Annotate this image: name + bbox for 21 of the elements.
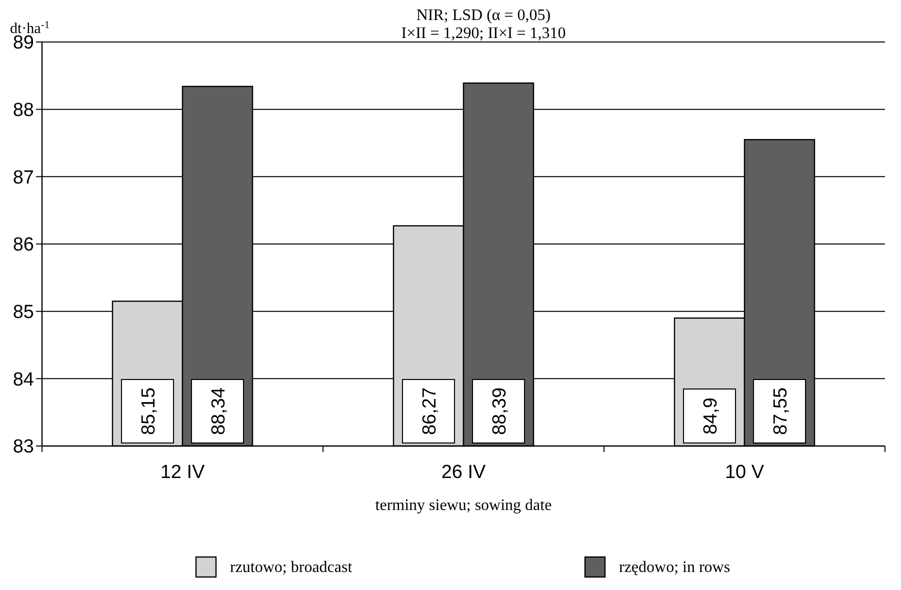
x-tick-label: 26 IV <box>441 462 486 483</box>
x-tick-label: 10 V <box>724 462 764 483</box>
chart-subtitle: I×II = 1,290; II×I = 1,310 <box>401 25 566 42</box>
legend-label: rzędowo; in rows <box>619 559 730 576</box>
y-tick-label: 87 <box>12 167 34 188</box>
y-tick-label: 85 <box>12 302 34 323</box>
y-tick-label: 89 <box>12 32 34 54</box>
data-label: 88,34 <box>208 387 230 436</box>
chart-title: NIR; LSD (α = 0,05) <box>416 7 551 24</box>
data-label: 84,9 <box>700 398 722 434</box>
y-tick-label: 86 <box>12 234 34 256</box>
x-tick-label: 12 IV <box>160 462 206 483</box>
data-label: 87,55 <box>770 387 792 436</box>
legend-label: rzutowo; broadcast <box>230 559 353 576</box>
y-tick-label: 83 <box>12 436 34 458</box>
y-tick-label: 88 <box>12 100 34 121</box>
y-tick-label: 84 <box>12 369 34 390</box>
data-label: 88,39 <box>490 387 510 436</box>
data-label: 85,15 <box>138 387 160 436</box>
data-label: 86,27 <box>420 387 440 436</box>
x-axis-title: terminy siewu; sowing date <box>375 497 552 514</box>
